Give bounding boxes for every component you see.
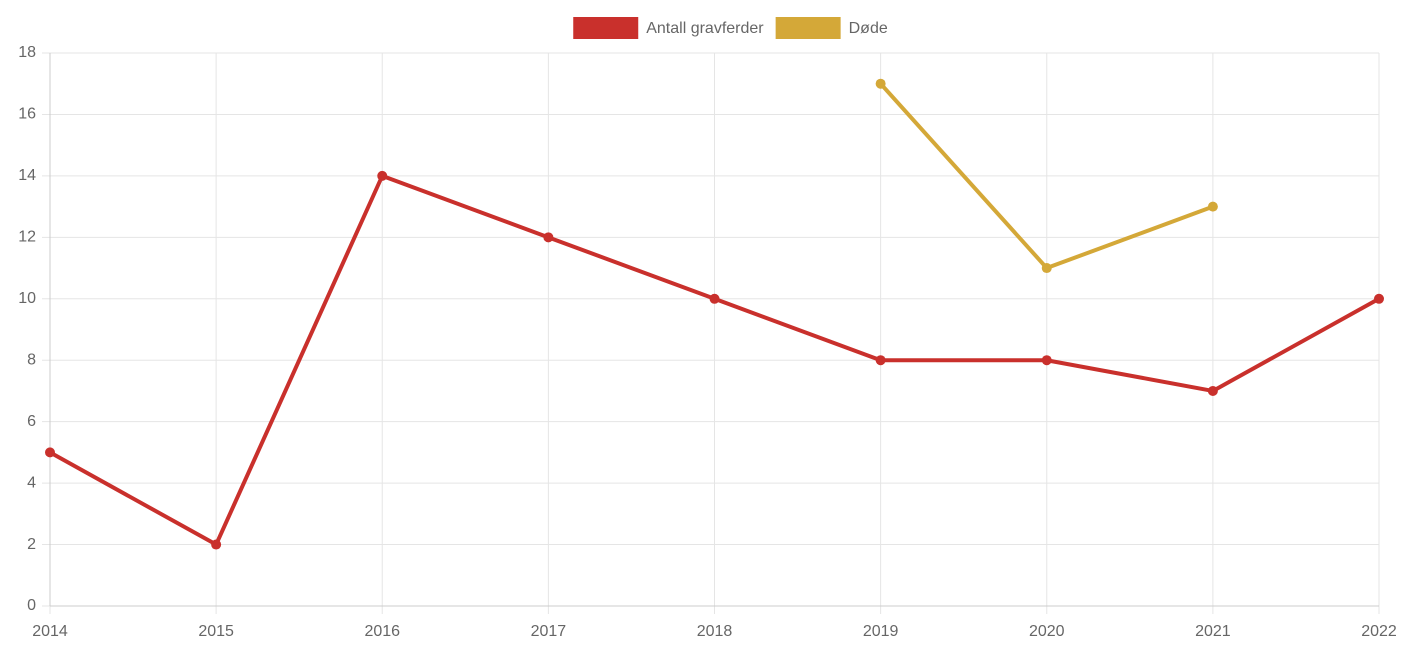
x-tick-label: 2022 (1361, 623, 1397, 640)
y-tick-label: 8 (27, 351, 36, 368)
data-point (1374, 293, 1384, 304)
data-point (1041, 355, 1052, 366)
x-tick-label: 2021 (1195, 623, 1231, 640)
y-tick-label: 10 (18, 290, 36, 307)
data-point (377, 170, 388, 181)
legend-item: Døde (775, 17, 888, 39)
legend-swatch (573, 17, 639, 39)
x-tick-label: 2017 (531, 623, 567, 640)
data-point (45, 447, 55, 458)
y-tick-label: 14 (18, 167, 36, 184)
data-point (211, 539, 222, 550)
data-point (543, 232, 554, 243)
data-point (1207, 201, 1218, 212)
y-tick-label: 12 (18, 229, 36, 246)
y-tick-label: 2 (27, 536, 36, 553)
y-tick-label: 4 (27, 474, 36, 491)
y-tick-label: 18 (18, 44, 36, 61)
data-point (875, 78, 886, 89)
x-tick-label: 2015 (198, 623, 234, 640)
y-tick-label: 6 (27, 413, 36, 430)
x-tick-label: 2016 (364, 623, 400, 640)
legend-swatch (775, 17, 841, 39)
data-point (1207, 385, 1218, 396)
x-tick-label: 2018 (697, 623, 733, 640)
legend-label: Antall gravferder (646, 20, 764, 37)
legend-label: Døde (849, 20, 888, 37)
data-point (1041, 263, 1052, 274)
y-tick-label: 16 (18, 106, 36, 123)
data-point (875, 355, 886, 366)
x-tick-label: 2014 (32, 623, 68, 640)
x-tick-label: 2020 (1029, 623, 1065, 640)
data-point (709, 293, 720, 304)
y-tick-label: 0 (27, 597, 36, 614)
legend-item: Antall gravferder (573, 17, 764, 39)
x-tick-label: 2019 (863, 623, 899, 640)
